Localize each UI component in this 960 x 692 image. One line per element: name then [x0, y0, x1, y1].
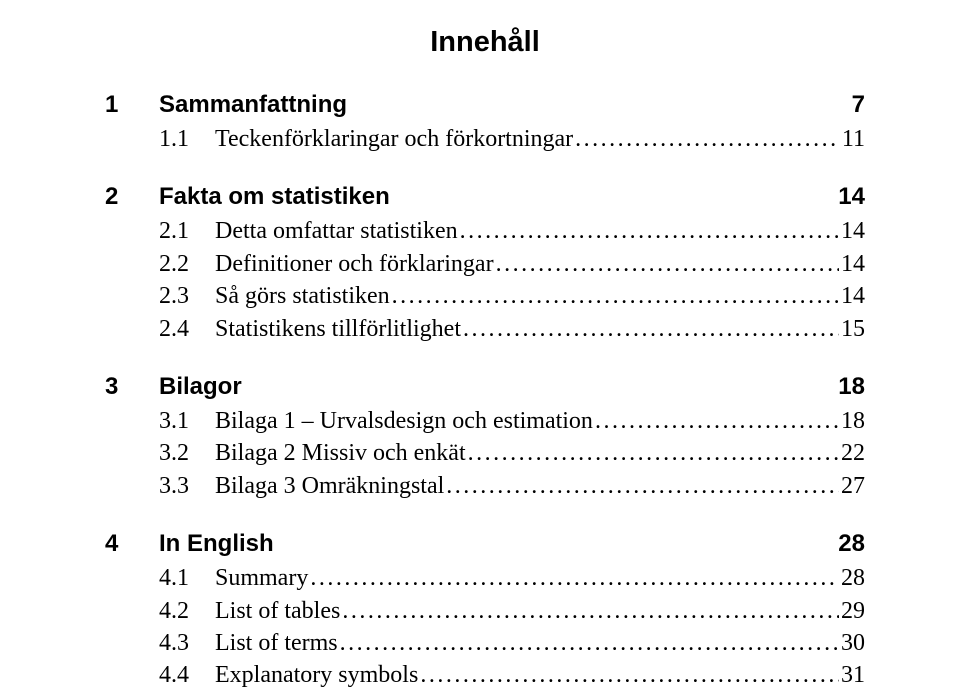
dot-leader: ........................................…	[468, 437, 839, 469]
toc-section: 2 Fakta om statistiken 14 2.1 Detta omfa…	[105, 183, 865, 345]
entry-text: Teckenförklaringar och förkortningar	[215, 123, 573, 155]
dot-leader: ........................................…	[340, 627, 839, 659]
entry-text: Så görs statistiken	[215, 280, 390, 312]
page-title: Innehåll	[105, 26, 865, 59]
dot-leader: ........................................…	[420, 659, 839, 691]
section-text: In English	[159, 530, 274, 558]
entry-text: List of tables	[215, 595, 340, 627]
section-num: 1	[105, 91, 159, 119]
toc-entry: 4.2 List of tables .....................…	[105, 595, 865, 627]
entry-text: Bilaga 3 Omräkningstal	[215, 470, 444, 502]
entry-page: 11	[842, 123, 865, 155]
dot-leader: ........................................…	[460, 215, 839, 247]
section-num: 3	[105, 373, 159, 401]
entry-num: 3.1	[159, 405, 215, 437]
section-text: Bilagor	[159, 373, 242, 401]
section-page: 28	[838, 530, 865, 558]
entry-text: Summary	[215, 562, 308, 594]
section-heading-row: 4 In English 28	[105, 530, 865, 558]
entry-page: 30	[841, 627, 865, 659]
dot-leader: ........................................…	[342, 595, 839, 627]
dot-leader: ........................................…	[463, 313, 839, 345]
entry-num: 2.3	[159, 280, 215, 312]
section-text: Sammanfattning	[159, 91, 347, 119]
toc-entry: 3.1 Bilaga 1 – Urvalsdesign och estimati…	[105, 405, 865, 437]
section-text: Fakta om statistiken	[159, 183, 390, 211]
section-heading-row: 1 Sammanfattning 7	[105, 91, 865, 119]
entry-text: Detta omfattar statistiken	[215, 215, 458, 247]
dot-leader: ........................................…	[446, 470, 839, 502]
entry-num: 4.3	[159, 627, 215, 659]
toc-section: 4 In English 28 4.1 Summary ............…	[105, 530, 865, 692]
section-heading-row: 2 Fakta om statistiken 14	[105, 183, 865, 211]
toc-entry: 4.1 Summary ............................…	[105, 562, 865, 594]
entry-num: 4.2	[159, 595, 215, 627]
toc-entry: 2.1 Detta omfattar statistiken .........…	[105, 215, 865, 247]
entry-page: 14	[841, 280, 865, 312]
toc-entry: 2.3 Så görs statistiken ................…	[105, 280, 865, 312]
entry-num: 3.2	[159, 437, 215, 469]
entry-text: Definitioner och förklaringar	[215, 248, 494, 280]
entry-page: 31	[841, 659, 865, 691]
dot-leader: ........................................…	[496, 248, 839, 280]
entry-text: Bilaga 2 Missiv och enkät	[215, 437, 466, 469]
entry-num: 2.1	[159, 215, 215, 247]
dot-leader: ........................................…	[310, 562, 839, 594]
toc-entry: 3.2 Bilaga 2 Missiv och enkät ..........…	[105, 437, 865, 469]
entry-text: Bilaga 1 – Urvalsdesign och estimation	[215, 405, 593, 437]
section-heading-row: 3 Bilagor 18	[105, 373, 865, 401]
dot-leader: ........................................…	[595, 405, 839, 437]
toc-entry: 3.3 Bilaga 3 Omräkningstal .............…	[105, 470, 865, 502]
toc-entry: 4.4 Explanatory symbols ................…	[105, 659, 865, 691]
toc-page: Innehåll 1 Sammanfattning 7 1.1 Teckenfö…	[0, 0, 960, 692]
entry-page: 15	[841, 313, 865, 345]
entry-num: 4.4	[159, 659, 215, 691]
section-page: 14	[838, 183, 865, 211]
entry-num: 4.1	[159, 562, 215, 594]
entry-page: 14	[841, 215, 865, 247]
dot-leader: ........................................…	[575, 123, 840, 155]
entry-page: 29	[841, 595, 865, 627]
toc-entry: 2.2 Definitioner och förklaringar ......…	[105, 248, 865, 280]
entry-text: Explanatory symbols	[215, 659, 418, 691]
section-num: 2	[105, 183, 159, 211]
entry-page: 27	[841, 470, 865, 502]
section-page: 18	[838, 373, 865, 401]
entry-page: 18	[841, 405, 865, 437]
toc-entry: 4.3 List of terms ......................…	[105, 627, 865, 659]
dot-leader: ........................................…	[392, 280, 839, 312]
entry-text: Statistikens tillförlitlighet	[215, 313, 461, 345]
toc-section: 3 Bilagor 18 3.1 Bilaga 1 – Urvalsdesign…	[105, 373, 865, 502]
entry-num: 2.4	[159, 313, 215, 345]
entry-num: 1.1	[159, 123, 215, 155]
section-num: 4	[105, 530, 159, 558]
entry-page: 14	[841, 248, 865, 280]
toc-section: 1 Sammanfattning 7 1.1 Teckenförklaringa…	[105, 91, 865, 155]
section-page: 7	[852, 91, 865, 119]
entry-page: 28	[841, 562, 865, 594]
toc-entry: 1.1 Teckenförklaringar och förkortningar…	[105, 123, 865, 155]
entry-num: 3.3	[159, 470, 215, 502]
entry-num: 2.2	[159, 248, 215, 280]
entry-text: List of terms	[215, 627, 338, 659]
entry-page: 22	[841, 437, 865, 469]
toc-entry: 2.4 Statistikens tillförlitlighet ......…	[105, 313, 865, 345]
